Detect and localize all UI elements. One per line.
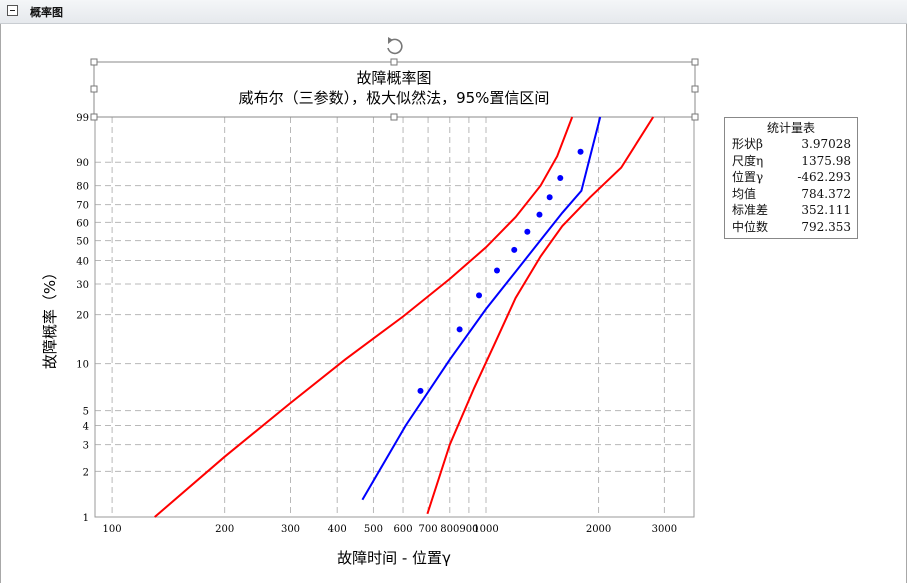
y-tick-label: 30 — [76, 280, 89, 291]
data-point — [546, 194, 553, 201]
data-point — [493, 267, 500, 274]
y-tick-label: 20 — [76, 311, 89, 322]
stat-row-median: 中位数 792.353 — [725, 219, 857, 236]
resize-handle[interactable] — [691, 113, 699, 121]
stat-row-location: 位置γ -462.293 — [725, 169, 857, 186]
resize-handle[interactable] — [90, 85, 98, 93]
x-tick-label: 600 — [394, 524, 413, 535]
rotate-icon[interactable] — [387, 37, 403, 55]
y-tick-label: 3 — [83, 441, 89, 452]
y-tick-label: 99 — [76, 113, 89, 124]
stat-label: 中位数 — [732, 219, 769, 234]
y-tick-label: 2 — [83, 467, 89, 478]
resize-handle[interactable] — [691, 58, 699, 66]
statistics-title: 统计量表 — [766, 121, 815, 135]
y-tick-label: 70 — [76, 201, 89, 212]
y-tick-label: 60 — [76, 218, 89, 229]
y-tick-labels: 1 2 3 4 5 10 20 30 40 50 60 70 80 90 99 — [76, 113, 89, 524]
data-point — [536, 211, 543, 218]
resize-handle[interactable] — [691, 85, 699, 93]
x-tick-label: 2000 — [586, 524, 611, 535]
x-tick-label: 200 — [215, 524, 234, 535]
y-tick-label: 5 — [83, 407, 89, 418]
chart-subtitle: 威布尔（三参数），极大似然法，95%置信区间 — [239, 89, 550, 107]
x-tick-label: 100 — [103, 524, 122, 535]
data-point — [476, 292, 483, 299]
plot-area — [94, 116, 695, 518]
x-tick-label: 300 — [281, 524, 300, 535]
chart-title: 故障概率图 — [356, 69, 431, 87]
grid-lines — [95, 116, 694, 518]
stat-row-stdev: 标准差 352.111 — [725, 202, 857, 219]
stat-row-mean: 均值 784.372 — [725, 186, 857, 203]
stat-label: 形状β — [732, 137, 763, 151]
stat-row-scale: 尺度η 1375.98 — [725, 153, 857, 170]
stat-value: 1375.98 — [801, 153, 851, 168]
stat-value: 792.353 — [801, 219, 851, 234]
x-tick-label: 400 — [328, 524, 347, 535]
confidence-bound-line — [426, 116, 655, 515]
stat-label: 标准差 — [732, 203, 769, 217]
x-tick-label: 3000 — [652, 524, 677, 535]
title-box[interactable]: 故障概率图 威布尔（三参数），极大似然法，95%置信区间 — [90, 37, 699, 121]
y-tick-label: 10 — [76, 360, 89, 371]
data-point — [456, 326, 463, 333]
y-tick-label: 80 — [76, 182, 89, 193]
data-point — [417, 387, 424, 394]
resize-handle[interactable] — [90, 58, 98, 66]
stat-label: 均值 — [732, 186, 757, 201]
data-point — [557, 175, 564, 182]
y-tick-label: 50 — [76, 237, 89, 248]
y-tick-label: 40 — [76, 257, 89, 268]
stat-row-shape: 形状β 3.97028 — [725, 136, 857, 153]
stat-label: 尺度η — [732, 153, 764, 168]
y-tick-label: 4 — [83, 422, 89, 433]
y-axis-label: 故障概率（%） — [41, 265, 59, 369]
resize-handle[interactable] — [390, 58, 398, 66]
panel-title: 概率图 — [30, 6, 63, 19]
collapse-icon[interactable] — [7, 5, 18, 16]
panel-header: 概率图 — [0, 0, 907, 24]
resize-handle[interactable] — [90, 113, 98, 121]
stat-value: 3.97028 — [801, 137, 851, 151]
fit-line — [361, 116, 602, 501]
x-axis-label: 故障时间 - 位置γ — [337, 549, 451, 567]
stat-value: 784.372 — [801, 186, 851, 201]
x-tick-label: 500 — [364, 524, 383, 535]
stat-label: 位置γ — [732, 170, 764, 184]
x-tick-label: 1000 — [473, 524, 498, 535]
x-tick-label: 700 — [419, 524, 438, 535]
data-point — [524, 228, 531, 235]
statistics-table: 统计量表 形状β 3.97028 尺度η 1375.98 位置γ -462.293 均… — [724, 117, 858, 239]
y-tick-label: 1 — [83, 513, 89, 524]
stat-value: -462.293 — [797, 170, 851, 184]
confidence-bound-line — [154, 116, 574, 518]
stat-value: 352.111 — [801, 203, 851, 217]
resize-handles[interactable] — [90, 58, 699, 121]
x-tick-label: 800 — [440, 524, 459, 535]
series — [154, 116, 655, 518]
data-point — [577, 148, 584, 155]
x-tick-label: 900 — [459, 524, 478, 535]
data-point — [511, 246, 518, 253]
y-tick-label: 90 — [76, 158, 89, 169]
resize-handle[interactable] — [390, 113, 398, 121]
